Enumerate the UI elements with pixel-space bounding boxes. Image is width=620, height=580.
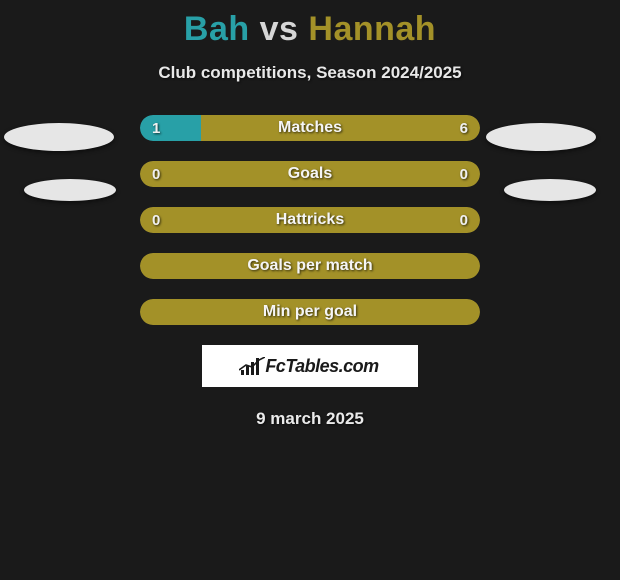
stat-row: Goals per match <box>140 253 480 279</box>
fctables-logo[interactable]: FcTables.com <box>202 345 418 387</box>
stat-row: Min per goal <box>140 299 480 325</box>
vs-separator: vs <box>260 10 299 48</box>
stat-label: Matches <box>140 115 480 141</box>
snapshot-date: 9 march 2025 <box>0 409 620 429</box>
player-placeholder-oval <box>4 123 114 151</box>
widget-root: Bah vs Hannah Club competitions, Season … <box>0 0 620 580</box>
subtitle: Club competitions, Season 2024/2025 <box>0 63 620 83</box>
player1-name: Bah <box>184 10 250 48</box>
logo-text: FcTables.com <box>265 356 378 377</box>
player-placeholder-oval <box>24 179 116 201</box>
stat-row: 16Matches <box>140 115 480 141</box>
stat-label: Min per goal <box>140 299 480 325</box>
player-placeholder-oval <box>504 179 596 201</box>
stat-row: 00Goals <box>140 161 480 187</box>
player2-name: Hannah <box>308 10 436 48</box>
chart-icon <box>241 357 259 375</box>
stat-label: Hattricks <box>140 207 480 233</box>
comparison-title: Bah vs Hannah <box>0 0 620 49</box>
stat-label: Goals <box>140 161 480 187</box>
stat-label: Goals per match <box>140 253 480 279</box>
player-placeholder-oval <box>486 123 596 151</box>
stat-row: 00Hattricks <box>140 207 480 233</box>
